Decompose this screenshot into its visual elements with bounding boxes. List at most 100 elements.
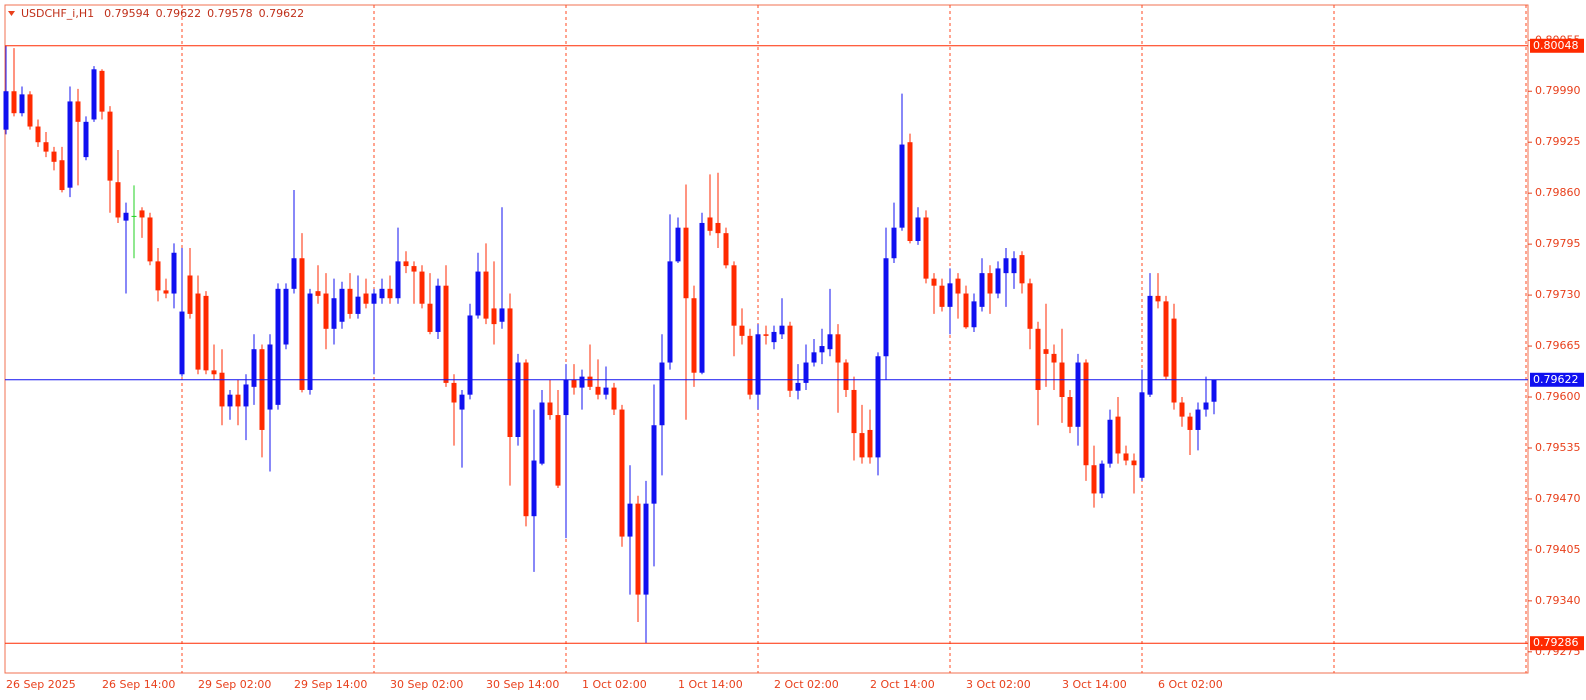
candle-body <box>723 233 729 266</box>
candle-body <box>403 261 409 267</box>
candle-body <box>987 273 993 294</box>
candle-body <box>595 386 601 395</box>
candle-body <box>1115 416 1121 454</box>
candle-body <box>939 285 945 307</box>
candle-body <box>819 346 825 353</box>
candle-body <box>1075 362 1081 427</box>
candle-body <box>363 293 369 304</box>
price-label: 0.79286 <box>1533 636 1579 649</box>
plot-layer <box>3 45 1217 644</box>
candle-body <box>907 142 913 241</box>
candle-body <box>755 334 761 395</box>
candle-body <box>179 311 185 375</box>
x-tick-label: 6 Oct 02:00 <box>1158 678 1223 691</box>
candle-body <box>843 362 849 390</box>
y-tick-label: 0.79665 <box>1535 339 1581 352</box>
candle-body <box>835 334 841 363</box>
candle-body <box>1099 463 1105 494</box>
candle-body <box>763 334 769 336</box>
header-close: 0.79622 <box>259 7 305 20</box>
candle-body <box>1107 419 1113 464</box>
candle-body <box>795 382 801 391</box>
candle-body <box>563 379 569 416</box>
chart-header: USDCHF_i,H1 0.79594 0.79622 0.79578 0.79622 <box>21 7 304 20</box>
candle-body <box>483 271 489 319</box>
candle-body <box>539 402 545 464</box>
candle-body <box>355 296 361 314</box>
x-tick-label: 1 Oct 02:00 <box>582 678 647 691</box>
candle-body <box>291 258 297 289</box>
candle-body <box>899 144 905 228</box>
x-tick-label: 2 Oct 14:00 <box>870 678 935 691</box>
candle-body <box>579 376 585 388</box>
candle-body <box>427 303 433 332</box>
y-tick-label: 0.79535 <box>1535 441 1581 454</box>
candle-body <box>499 308 505 322</box>
candle-body <box>691 298 697 373</box>
price-label-box <box>1530 636 1584 651</box>
candle-body <box>147 217 153 262</box>
candle-body <box>115 182 121 218</box>
header-open: 0.79594 <box>104 7 150 20</box>
candle-body <box>387 288 393 299</box>
candle-body <box>379 288 385 299</box>
x-tick-label: 3 Oct 14:00 <box>1062 678 1127 691</box>
candle-body <box>923 217 929 279</box>
candle-body <box>275 288 281 405</box>
candle-body <box>347 288 353 314</box>
candle-body <box>131 215 137 217</box>
candle-body <box>651 425 657 504</box>
candle-body <box>739 325 745 336</box>
candle-body <box>1011 258 1017 274</box>
candle-body <box>267 344 273 410</box>
price-label-box <box>1530 372 1584 387</box>
candle-body <box>491 308 497 325</box>
candle-body <box>43 142 49 152</box>
candle-body <box>283 288 289 345</box>
candle-body <box>1051 353 1057 363</box>
candle-body <box>827 334 833 350</box>
candle-body <box>619 409 625 537</box>
candle-body <box>627 503 633 537</box>
candle-body <box>875 356 881 458</box>
price-label: 0.79622 <box>1533 373 1579 386</box>
candle-body <box>155 261 161 291</box>
candle-body <box>99 70 105 112</box>
candle-body <box>467 315 473 395</box>
price-label: 0.80048 <box>1533 39 1579 52</box>
candle-body <box>1203 402 1209 410</box>
candle-body <box>67 101 73 188</box>
candle-body <box>1163 301 1169 377</box>
candle-body <box>707 217 713 231</box>
candle-body <box>1195 409 1201 430</box>
candle-body <box>603 387 609 395</box>
candle-body <box>1147 295 1153 395</box>
y-tick-label: 0.79470 <box>1535 492 1581 505</box>
candle-body <box>227 394 233 407</box>
candle-body <box>675 227 681 262</box>
candle-body <box>635 503 641 595</box>
header-low: 0.79578 <box>207 7 253 20</box>
candle-body <box>667 261 673 363</box>
candle-body <box>19 94 25 114</box>
candle-body <box>307 293 313 390</box>
candle-body <box>1171 318 1177 403</box>
candle-body <box>11 91 17 114</box>
candle-body <box>139 210 145 218</box>
candle-body <box>1155 295 1161 302</box>
candle-body <box>3 91 9 130</box>
candle-body <box>963 293 969 328</box>
candle-body <box>811 352 817 363</box>
candle-body <box>1043 349 1049 354</box>
candle-body <box>259 349 265 430</box>
candle-body <box>35 126 41 143</box>
candle-body <box>771 331 777 343</box>
menu-triangle[interactable] <box>8 11 15 16</box>
y-tick-label: 0.79860 <box>1535 186 1581 199</box>
header-high: 0.79622 <box>156 7 202 20</box>
candle-body <box>931 278 937 286</box>
y-tick-label: 0.79600 <box>1535 390 1581 403</box>
candle-body <box>395 261 401 299</box>
candle-body <box>883 258 889 357</box>
